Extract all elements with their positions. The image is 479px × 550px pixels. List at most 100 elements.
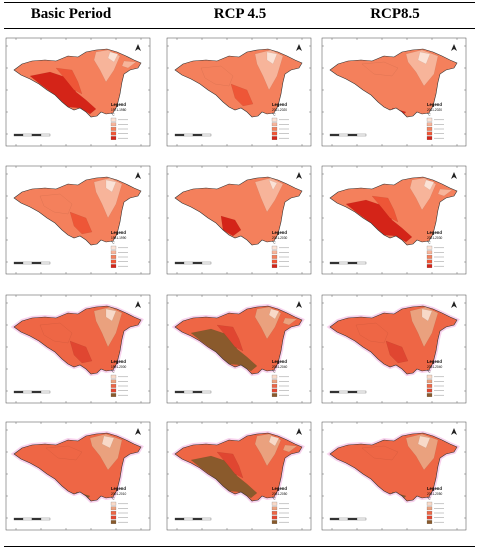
legend-unit: °C <box>111 113 115 117</box>
legend-title: Legend <box>427 230 442 235</box>
temperature-zone <box>423 179 435 191</box>
map-panel: Legend 2041-2050 °C <box>320 420 468 532</box>
temperature-zone <box>405 433 439 471</box>
temperature-zone <box>121 60 137 69</box>
legend-swatch <box>271 264 278 268</box>
legend-swatch <box>271 379 278 384</box>
north-arrow-icon <box>135 428 141 435</box>
temperature-zone <box>200 65 234 87</box>
legend-swatch <box>110 255 117 259</box>
temperature-zone <box>421 308 433 322</box>
temperature-zone <box>39 193 73 215</box>
legend-title: Legend <box>111 486 126 491</box>
legend-swatch <box>271 122 278 127</box>
temperature-zone <box>361 445 399 461</box>
north-arrow-icon <box>451 44 457 51</box>
legend-title: Legend <box>272 486 287 491</box>
legend-swatch <box>271 117 278 122</box>
legend-period: 2011-2020 <box>427 108 442 112</box>
legend-period: 2021-2030 <box>272 236 287 240</box>
temperature-zone <box>89 433 123 471</box>
temperature-zone <box>268 435 280 447</box>
legend-swatch <box>271 127 278 131</box>
legend-swatch <box>110 393 117 397</box>
legend-swatch <box>110 122 117 127</box>
region-map <box>174 48 303 118</box>
north-arrow-icon <box>296 172 302 179</box>
legend-swatch <box>426 117 433 122</box>
temperature-zone <box>417 51 431 65</box>
legend-unit: °C <box>427 497 431 501</box>
legend-swatch <box>110 127 117 131</box>
header-rule <box>4 28 475 29</box>
scale-bar <box>13 517 51 521</box>
temperature-zone <box>230 83 254 107</box>
north-arrow-icon <box>135 301 141 308</box>
temperature-zone <box>361 61 399 77</box>
legend-unit: °C <box>427 370 431 374</box>
temperature-zone <box>409 306 439 348</box>
legend-unit: °C <box>272 113 276 117</box>
temperature-zone <box>266 51 278 65</box>
legend-swatch <box>426 501 433 506</box>
legend-swatch <box>426 511 433 515</box>
map-panel: Legend 1991-2000 °C <box>4 293 152 405</box>
temperature-zone <box>39 322 73 344</box>
temperature-zone <box>385 340 409 364</box>
column-header-rcp85: RCP8.5 <box>370 6 420 22</box>
legend-swatch <box>426 388 433 393</box>
scale-bar <box>174 261 212 265</box>
scale-bar <box>329 261 367 265</box>
legend-swatch <box>271 388 278 393</box>
temperature-zone <box>69 211 93 235</box>
legend-swatch <box>110 131 117 136</box>
temperature-zone <box>268 308 280 320</box>
legend-swatch <box>110 117 117 122</box>
legend-title: Legend <box>427 102 442 107</box>
map-panel: Legend 2021-2030 °C <box>165 164 313 276</box>
legend-title: Legend <box>272 359 287 364</box>
legend-swatch <box>271 255 278 259</box>
scale-bar <box>13 390 51 394</box>
legend-swatch <box>426 393 433 397</box>
map-panel: Legend 1971-1980 °C <box>4 36 152 148</box>
map-panel: Legend 2021-2030 °C <box>320 164 468 276</box>
legend-title: Legend <box>427 359 442 364</box>
region-map <box>329 176 458 246</box>
column-header-basic-period: Basic Period <box>30 6 112 22</box>
scale-bar <box>174 390 212 394</box>
map-panel: Legend 2011-2020 °C <box>165 36 313 148</box>
legend-period: 1971-1980 <box>111 108 126 112</box>
legend-swatch <box>110 511 117 515</box>
legend-swatch <box>271 393 278 397</box>
north-arrow-icon <box>135 172 141 179</box>
temperature-zone <box>282 317 298 326</box>
temperature-zone <box>371 195 399 223</box>
legend-unit: °C <box>427 241 431 245</box>
north-arrow-icon <box>451 301 457 308</box>
legend-unit: °C <box>272 497 276 501</box>
temperature-zone <box>69 340 93 364</box>
scale-bar <box>174 517 212 521</box>
region-map <box>174 176 303 246</box>
legend-swatch <box>426 520 433 524</box>
scale-bar <box>13 133 51 137</box>
legend-unit: °C <box>111 370 115 374</box>
scale-bar <box>329 517 367 521</box>
map-panel: Legend 1981-1990 °C <box>4 164 152 276</box>
legend-swatch <box>110 264 117 268</box>
